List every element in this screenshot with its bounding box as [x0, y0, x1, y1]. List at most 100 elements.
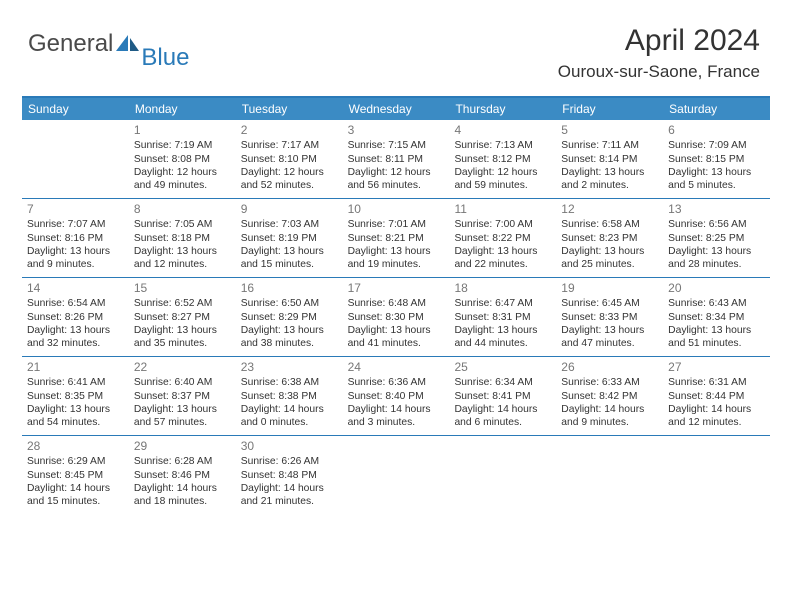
- sunrise-line: Sunrise: 7:13 AM: [454, 139, 551, 152]
- day-cell: 23Sunrise: 6:38 AMSunset: 8:38 PMDayligh…: [236, 357, 343, 435]
- sunset-line: Sunset: 8:10 PM: [241, 153, 338, 166]
- sunrise-line: Sunrise: 6:50 AM: [241, 297, 338, 310]
- sunset-line: Sunset: 8:44 PM: [668, 390, 765, 403]
- daylight-line-1: Daylight: 14 hours: [561, 403, 658, 416]
- sunrise-line: Sunrise: 6:47 AM: [454, 297, 551, 310]
- day-number: 21: [27, 360, 124, 375]
- day-number: 14: [27, 281, 124, 296]
- day-number: 8: [134, 202, 231, 217]
- day-cell: 2Sunrise: 7:17 AMSunset: 8:10 PMDaylight…: [236, 120, 343, 198]
- day-cell: 13Sunrise: 6:56 AMSunset: 8:25 PMDayligh…: [663, 199, 770, 277]
- sunset-line: Sunset: 8:45 PM: [27, 469, 124, 482]
- daylight-line-2: and 9 minutes.: [561, 416, 658, 429]
- day-number: 16: [241, 281, 338, 296]
- brand-part2: Blue: [141, 44, 189, 72]
- day-number: 7: [27, 202, 124, 217]
- sunset-line: Sunset: 8:21 PM: [348, 232, 445, 245]
- day-cell: 10Sunrise: 7:01 AMSunset: 8:21 PMDayligh…: [343, 199, 450, 277]
- brand-logo: General Blue: [28, 30, 191, 58]
- sunrise-line: Sunrise: 6:26 AM: [241, 455, 338, 468]
- day-cell: 25Sunrise: 6:34 AMSunset: 8:41 PMDayligh…: [449, 357, 556, 435]
- daylight-line-2: and 12 minutes.: [668, 416, 765, 429]
- day-header: Sunday: [22, 98, 129, 120]
- day-cell: 5Sunrise: 7:11 AMSunset: 8:14 PMDaylight…: [556, 120, 663, 198]
- sunrise-line: Sunrise: 7:03 AM: [241, 218, 338, 231]
- daylight-line-1: Daylight: 13 hours: [348, 324, 445, 337]
- daylight-line-2: and 54 minutes.: [27, 416, 124, 429]
- day-cell: 14Sunrise: 6:54 AMSunset: 8:26 PMDayligh…: [22, 278, 129, 356]
- sunrise-line: Sunrise: 7:09 AM: [668, 139, 765, 152]
- daylight-line-2: and 3 minutes.: [348, 416, 445, 429]
- day-cell: 6Sunrise: 7:09 AMSunset: 8:15 PMDaylight…: [663, 120, 770, 198]
- daylight-line-1: Daylight: 13 hours: [134, 245, 231, 258]
- sunset-line: Sunset: 8:19 PM: [241, 232, 338, 245]
- daylight-line-1: Daylight: 14 hours: [454, 403, 551, 416]
- daylight-line-1: Daylight: 13 hours: [241, 324, 338, 337]
- sunset-line: Sunset: 8:22 PM: [454, 232, 551, 245]
- day-number: 28: [27, 439, 124, 454]
- week-row: 28Sunrise: 6:29 AMSunset: 8:45 PMDayligh…: [22, 436, 770, 514]
- daylight-line-2: and 57 minutes.: [134, 416, 231, 429]
- daylight-line-2: and 22 minutes.: [454, 258, 551, 271]
- sunset-line: Sunset: 8:15 PM: [668, 153, 765, 166]
- daylight-line-1: Daylight: 13 hours: [27, 324, 124, 337]
- sunrise-line: Sunrise: 7:17 AM: [241, 139, 338, 152]
- day-cell: 18Sunrise: 6:47 AMSunset: 8:31 PMDayligh…: [449, 278, 556, 356]
- daylight-line-1: Daylight: 13 hours: [241, 245, 338, 258]
- day-cell: 8Sunrise: 7:05 AMSunset: 8:18 PMDaylight…: [129, 199, 236, 277]
- daylight-line-1: Daylight: 12 hours: [241, 166, 338, 179]
- day-header: Wednesday: [343, 98, 450, 120]
- daylight-line-2: and 49 minutes.: [134, 179, 231, 192]
- daylight-line-2: and 0 minutes.: [241, 416, 338, 429]
- daylight-line-2: and 6 minutes.: [454, 416, 551, 429]
- day-number: 19: [561, 281, 658, 296]
- sail-icon: [115, 34, 141, 56]
- sunset-line: Sunset: 8:11 PM: [348, 153, 445, 166]
- day-number: 22: [134, 360, 231, 375]
- day-number: 25: [454, 360, 551, 375]
- daylight-line-2: and 56 minutes.: [348, 179, 445, 192]
- day-cell-empty: [449, 436, 556, 514]
- daylight-line-2: and 59 minutes.: [454, 179, 551, 192]
- daylight-line-1: Daylight: 14 hours: [348, 403, 445, 416]
- daylight-line-2: and 44 minutes.: [454, 337, 551, 350]
- sunset-line: Sunset: 8:40 PM: [348, 390, 445, 403]
- sunset-line: Sunset: 8:42 PM: [561, 390, 658, 403]
- day-header: Saturday: [663, 98, 770, 120]
- daylight-line-1: Daylight: 13 hours: [561, 166, 658, 179]
- sunset-line: Sunset: 8:14 PM: [561, 153, 658, 166]
- daylight-line-1: Daylight: 12 hours: [454, 166, 551, 179]
- sunrise-line: Sunrise: 6:45 AM: [561, 297, 658, 310]
- week-row: 14Sunrise: 6:54 AMSunset: 8:26 PMDayligh…: [22, 278, 770, 357]
- week-row: 7Sunrise: 7:07 AMSunset: 8:16 PMDaylight…: [22, 199, 770, 278]
- sunrise-line: Sunrise: 6:58 AM: [561, 218, 658, 231]
- day-header: Thursday: [449, 98, 556, 120]
- daylight-line-2: and 12 minutes.: [134, 258, 231, 271]
- daylight-line-1: Daylight: 13 hours: [348, 245, 445, 258]
- day-cell: 19Sunrise: 6:45 AMSunset: 8:33 PMDayligh…: [556, 278, 663, 356]
- sunrise-line: Sunrise: 6:29 AM: [27, 455, 124, 468]
- day-cell-empty: [343, 436, 450, 514]
- week-row: 21Sunrise: 6:41 AMSunset: 8:35 PMDayligh…: [22, 357, 770, 436]
- day-cell: 29Sunrise: 6:28 AMSunset: 8:46 PMDayligh…: [129, 436, 236, 514]
- sunrise-line: Sunrise: 6:36 AM: [348, 376, 445, 389]
- day-cell: 16Sunrise: 6:50 AMSunset: 8:29 PMDayligh…: [236, 278, 343, 356]
- daylight-line-2: and 5 minutes.: [668, 179, 765, 192]
- day-number: 9: [241, 202, 338, 217]
- day-number: 24: [348, 360, 445, 375]
- sunrise-line: Sunrise: 7:19 AM: [134, 139, 231, 152]
- daylight-line-2: and 2 minutes.: [561, 179, 658, 192]
- day-cell: 28Sunrise: 6:29 AMSunset: 8:45 PMDayligh…: [22, 436, 129, 514]
- sunrise-line: Sunrise: 7:07 AM: [27, 218, 124, 231]
- daylight-line-1: Daylight: 13 hours: [561, 245, 658, 258]
- sunset-line: Sunset: 8:46 PM: [134, 469, 231, 482]
- day-cell-empty: [556, 436, 663, 514]
- sunrise-line: Sunrise: 7:05 AM: [134, 218, 231, 231]
- sunset-line: Sunset: 8:34 PM: [668, 311, 765, 324]
- day-header: Monday: [129, 98, 236, 120]
- day-number: 5: [561, 123, 658, 138]
- day-number: 20: [668, 281, 765, 296]
- sunset-line: Sunset: 8:29 PM: [241, 311, 338, 324]
- sunset-line: Sunset: 8:26 PM: [27, 311, 124, 324]
- daylight-line-2: and 52 minutes.: [241, 179, 338, 192]
